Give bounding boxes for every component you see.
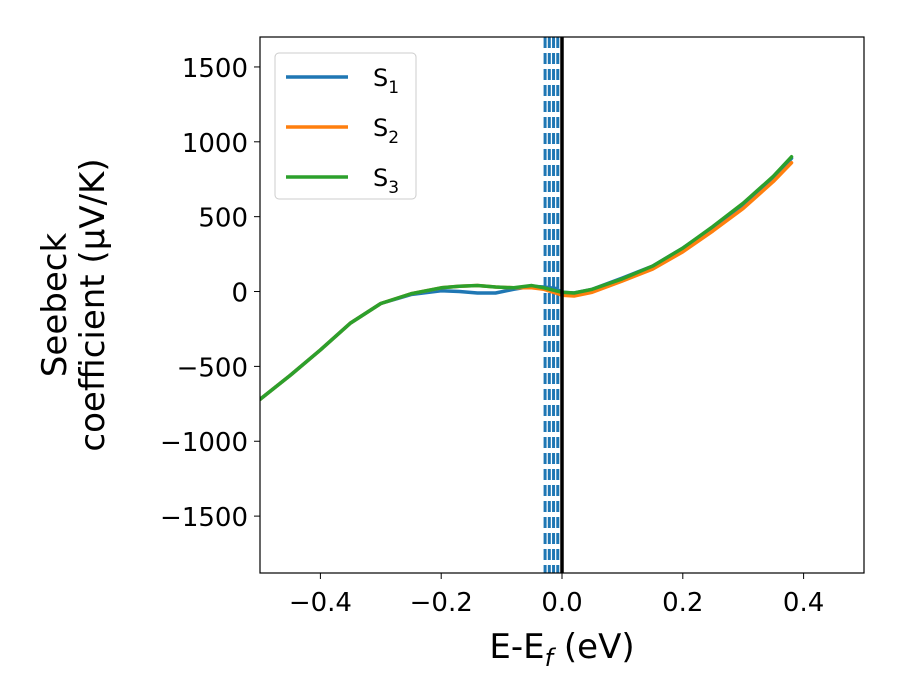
y-tick-label: −1000 — [160, 428, 248, 458]
x-axis: −0.4 −0.2 0.0 0.2 0.4 — [289, 573, 824, 618]
y-tick-label: 1000 — [182, 129, 248, 159]
y-tick-label: −500 — [177, 353, 248, 383]
y-tick-label: −1500 — [160, 503, 248, 533]
legend-label-1: S1 — [373, 64, 399, 98]
legend-label-3: S3 — [373, 164, 399, 198]
y-tick-label: 1500 — [182, 54, 248, 84]
x-tick-label: 0.2 — [662, 588, 703, 618]
x-tick-label: −0.2 — [410, 588, 473, 618]
x-tick-label: 0.4 — [783, 588, 824, 618]
x-tick-label: −0.4 — [289, 588, 352, 618]
y-tick-label: 0 — [231, 279, 248, 309]
reference-lines — [543, 37, 560, 573]
series-lines — [260, 37, 794, 573]
y-axis-title: Seebeck coefficient (μV/K) — [35, 158, 113, 451]
y-axis-title-line1: Seebeck — [35, 233, 75, 378]
x-axis-title: E-Ef (eV) — [489, 627, 634, 672]
legend-label-2: S2 — [373, 114, 399, 148]
x-tick-label: 0.0 — [541, 588, 582, 618]
y-axis: 1500 1000 500 0 −500 −1000 −1500 — [160, 54, 260, 533]
y-axis-title-line2: coefficient (μV/K) — [73, 158, 113, 451]
legend: S1 S2 S3 — [274, 52, 417, 200]
series-line-3 — [260, 155, 794, 402]
y-tick-label: 500 — [198, 204, 248, 234]
